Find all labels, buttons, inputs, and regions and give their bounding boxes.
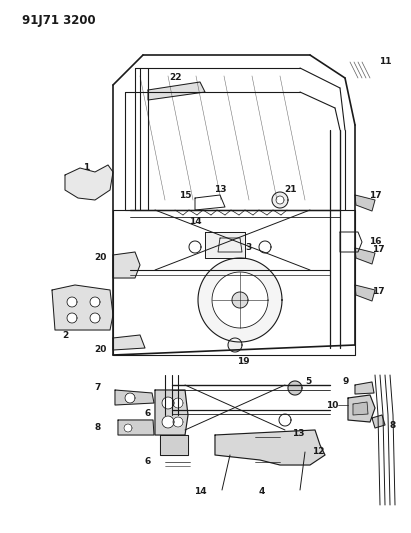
Polygon shape (279, 414, 291, 426)
Text: 21: 21 (284, 185, 296, 195)
Text: 14: 14 (194, 488, 206, 497)
Polygon shape (67, 313, 77, 323)
Polygon shape (272, 192, 288, 208)
Text: 8: 8 (390, 421, 396, 430)
Text: 12: 12 (312, 448, 324, 456)
Text: 91J71 3200: 91J71 3200 (22, 14, 96, 27)
Text: 7: 7 (95, 384, 101, 392)
Polygon shape (162, 416, 174, 428)
Polygon shape (67, 297, 77, 307)
Text: 17: 17 (369, 190, 381, 199)
Text: 19: 19 (237, 358, 249, 367)
Polygon shape (198, 258, 282, 342)
Polygon shape (189, 241, 201, 253)
Polygon shape (259, 241, 271, 253)
Polygon shape (372, 415, 385, 428)
Polygon shape (160, 435, 188, 455)
Polygon shape (228, 338, 242, 352)
Polygon shape (355, 195, 375, 211)
Text: 13: 13 (292, 429, 304, 438)
Text: 8: 8 (95, 424, 101, 432)
Polygon shape (355, 248, 375, 264)
Polygon shape (353, 402, 368, 415)
Polygon shape (162, 397, 174, 409)
Polygon shape (348, 395, 375, 422)
Text: 20: 20 (94, 254, 106, 262)
Polygon shape (276, 196, 284, 204)
Polygon shape (113, 252, 140, 278)
Text: 16: 16 (369, 238, 381, 246)
Text: 1: 1 (83, 164, 89, 173)
Text: 20: 20 (94, 345, 106, 354)
Text: 3: 3 (245, 244, 251, 253)
Text: 6: 6 (145, 408, 151, 417)
Polygon shape (173, 417, 183, 427)
Text: 10: 10 (326, 400, 338, 409)
Text: 11: 11 (379, 58, 391, 67)
Polygon shape (148, 82, 205, 100)
Polygon shape (173, 398, 183, 408)
Text: 5: 5 (305, 377, 311, 386)
Text: 17: 17 (372, 246, 384, 254)
Text: 6: 6 (145, 457, 151, 466)
Polygon shape (355, 382, 374, 394)
Polygon shape (205, 232, 245, 258)
Polygon shape (90, 297, 100, 307)
Text: 22: 22 (169, 74, 181, 83)
Text: 13: 13 (214, 185, 226, 195)
Polygon shape (125, 393, 135, 403)
Polygon shape (232, 292, 248, 308)
Polygon shape (113, 335, 145, 350)
Polygon shape (355, 285, 375, 301)
Polygon shape (215, 430, 325, 465)
Polygon shape (115, 390, 154, 405)
Text: 17: 17 (372, 287, 384, 296)
Text: 15: 15 (179, 190, 191, 199)
Polygon shape (212, 272, 268, 328)
Polygon shape (90, 313, 100, 323)
Polygon shape (155, 390, 188, 435)
Polygon shape (288, 381, 302, 395)
Polygon shape (52, 285, 113, 330)
Text: 4: 4 (259, 488, 265, 497)
Text: 9: 9 (343, 377, 349, 386)
Polygon shape (124, 424, 132, 432)
Polygon shape (65, 165, 113, 200)
Polygon shape (118, 420, 154, 435)
Text: 14: 14 (189, 217, 201, 227)
Text: 2: 2 (62, 330, 68, 340)
